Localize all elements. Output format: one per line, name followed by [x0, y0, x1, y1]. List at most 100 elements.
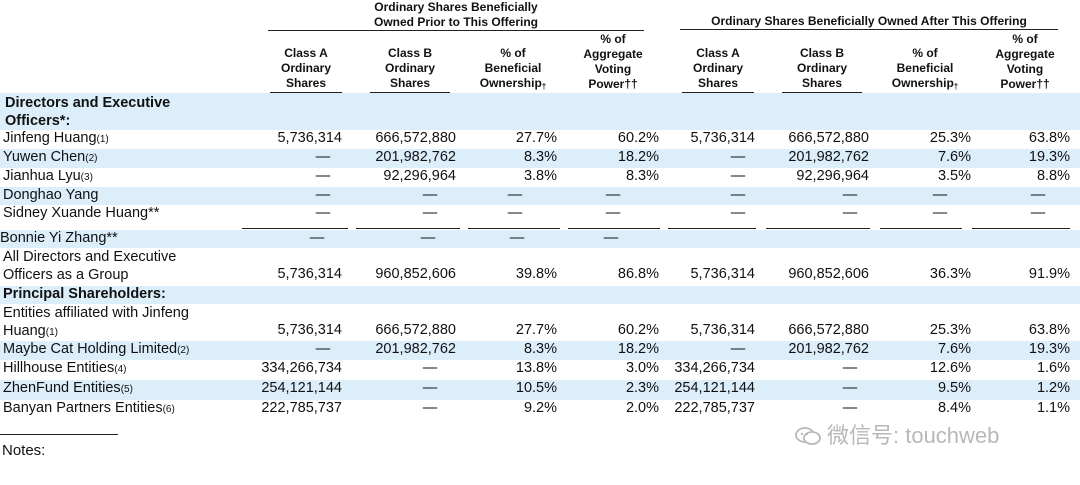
table-cell: — [605, 205, 621, 221]
row-name: All Directors and Executive Officers as … [3, 249, 177, 283]
section-principal: Principal Shareholders: [0, 286, 1080, 304]
table-cell: 60.2% [617, 322, 659, 338]
row-label: Bonnie Yi Zhang** [0, 230, 118, 246]
table-cell: 3.5% [937, 168, 971, 184]
table-cell: — [422, 187, 438, 203]
footnote-ref: (1) [45, 327, 58, 338]
table-cell: — [422, 400, 438, 416]
row-label: Jianhua Lyu(3) [3, 168, 93, 184]
row-label: Yuwen Chen(2) [3, 149, 97, 165]
table-cell: — [1030, 205, 1046, 221]
table-cell: 1.2% [1036, 380, 1070, 396]
table-cell: 86.8% [617, 266, 659, 282]
row-name: Entities affiliated with Jinfeng Huang [3, 305, 189, 339]
table-cell: 666,572,880 [788, 322, 869, 338]
table-cell: — [842, 400, 858, 416]
row-name: Donghao Yang [3, 187, 99, 203]
header-prior-offering: Ordinary Shares Beneficially Owned Prior… [268, 0, 644, 31]
table-cell: 25.3% [929, 322, 971, 338]
rule-sidney-2 [356, 228, 460, 229]
table-cell: 7.6% [937, 149, 971, 165]
table-cell: — [842, 205, 858, 221]
table-cell: — [422, 380, 438, 396]
table-cell: 5,736,314 [277, 322, 342, 338]
col-classA-prior: Class A Ordinary Shares [270, 46, 342, 93]
table-cell: — [1030, 187, 1046, 203]
table-cell: 8.8% [1036, 168, 1070, 184]
table-cell: 2.0% [625, 400, 659, 416]
header-after-text: Ordinary Shares Beneficially Owned After… [711, 14, 1027, 28]
table-row: Entities affiliated with Jinfeng Huang(1… [0, 304, 1080, 341]
table-cell: 1.1% [1036, 400, 1070, 416]
table-cell: 2.3% [625, 380, 659, 396]
row-label: Maybe Cat Holding Limited(2) [3, 341, 189, 357]
section-principal-label: Principal Shareholders: [3, 286, 166, 302]
table-cell: 666,572,880 [375, 130, 456, 146]
table-cell: 222,785,737 [674, 400, 755, 416]
footnote-ref: (2) [85, 153, 98, 164]
table-cell: 1.6% [1036, 360, 1070, 376]
table-cell: 3.8% [523, 168, 557, 184]
table-cell: 201,982,762 [375, 341, 456, 357]
table-cell: 18.2% [617, 341, 659, 357]
table-cell: 36.3% [929, 266, 971, 282]
table-row: Hillhouse Entities(4) 334,266,734 — 13.8% 3.… [0, 360, 1080, 380]
table-cell: 8.3% [625, 168, 659, 184]
table-row: Maybe Cat Holding Limited(2) — 201,982,762… [0, 341, 1080, 360]
table-cell: 92,296,964 [796, 168, 869, 184]
watermark-text: 微信号: touchweb [827, 423, 1000, 448]
table-cell: 12.6% [929, 360, 971, 376]
table-cell: 666,572,880 [788, 130, 869, 146]
table-row: ZhenFund Entities(5) 254,121,144 — 10.5% 2.3… [0, 380, 1080, 400]
section-directors-label: Directors and Executive Officers*: [5, 95, 171, 129]
table-cell: 201,982,762 [375, 149, 456, 165]
table-row: Jinfeng Huang(1) 5,736,314 666,572,880 27.7… [0, 130, 1080, 149]
footnote-ref: (3) [80, 172, 93, 183]
table-cell: — [507, 187, 523, 203]
table-cell: 3.0% [625, 360, 659, 376]
footnote-ref: (4) [114, 364, 127, 375]
table-cell: 13.8% [515, 360, 557, 376]
row-label: Entities affiliated with Jinfeng Huang(1… [3, 304, 209, 342]
header-prior-text: Ordinary Shares Beneficially Owned Prior… [373, 0, 538, 29]
table-cell: 8.4% [937, 400, 971, 416]
table-cell: — [315, 205, 331, 221]
table-cell: 9.5% [937, 380, 971, 396]
table-cell: 334,266,734 [674, 360, 755, 376]
table-cell: 63.8% [1028, 130, 1070, 146]
watermark: 微信号: touchweb [795, 418, 999, 450]
col-beneficial-after: % of Beneficial Ownership† [887, 46, 963, 96]
table-cell: 5,736,314 [690, 266, 755, 282]
section-directors: Directors and Executive Officers*: [0, 93, 1080, 130]
table-cell: — [842, 360, 858, 376]
table-cell: 39.8% [515, 266, 557, 282]
row-name: Bonnie Yi Zhang** [0, 230, 118, 246]
table-cell: 254,121,144 [674, 380, 755, 396]
table-cell: 60.2% [617, 130, 659, 146]
row-label: Banyan Partners Entities(6) [3, 400, 175, 416]
table-cell: — [420, 230, 436, 246]
table-cell: 7.6% [937, 341, 971, 357]
table-cell: 8.3% [523, 149, 557, 165]
table-cell: 18.2% [617, 149, 659, 165]
table-cell: 19.3% [1028, 149, 1070, 165]
rule-sidney-7 [880, 228, 962, 229]
table-cell: 222,785,737 [261, 400, 342, 416]
table-row: Sidney Xuande Huang** — — — — — — — — [0, 205, 1080, 225]
table-cell: — [315, 187, 331, 203]
table-row: Bonnie Yi Zhang** — — — — [0, 230, 1080, 248]
table-cell: — [730, 187, 746, 203]
col-classA-after: Class A Ordinary Shares [682, 46, 754, 93]
table-row: All Directors and Executive Officers as … [0, 248, 1080, 285]
footnote-ref: (2) [177, 345, 190, 356]
row-label: Hillhouse Entities(4) [3, 360, 126, 376]
table-cell: 63.8% [1028, 322, 1070, 338]
table-cell: — [422, 360, 438, 376]
table-cell: 201,982,762 [788, 341, 869, 357]
table-cell: 5,736,314 [690, 322, 755, 338]
row-label: Donghao Yang [3, 187, 98, 203]
row-name: Jinfeng Huang [3, 130, 97, 146]
table-cell: — [315, 168, 331, 184]
row-name: Maybe Cat Holding Limited [3, 341, 178, 357]
rule-sidney-8 [972, 228, 1070, 229]
